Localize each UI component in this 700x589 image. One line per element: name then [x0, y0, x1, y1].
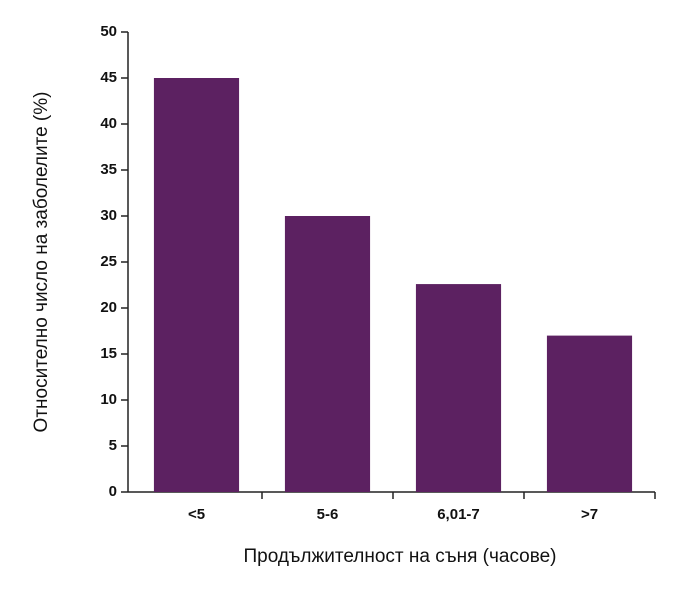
y-tick-label: 0: [109, 483, 117, 500]
y-tick-label: 15: [100, 345, 117, 362]
y-tick-label: 25: [100, 253, 117, 270]
x-tick-label: >7: [581, 506, 598, 523]
y-tick-label: 35: [100, 161, 117, 178]
x-axis-title: Продължителност на съня (часове): [244, 546, 557, 567]
bar: [415, 284, 502, 492]
y-tick-label: 20: [100, 299, 117, 316]
y-axis-title: Относително число на заболелите (%): [31, 92, 52, 433]
x-tick-label: 6,01-7: [437, 506, 480, 523]
y-tick-label: 45: [100, 69, 117, 86]
x-tick-label: 5-6: [317, 506, 339, 523]
y-tick-label: 30: [100, 207, 117, 224]
bar: [546, 335, 633, 492]
bar: [284, 216, 371, 492]
y-tick-label: 5: [109, 437, 117, 454]
y-tick-label: 50: [100, 23, 117, 40]
bar: [153, 78, 240, 492]
y-tick-label: 10: [100, 391, 117, 408]
x-tick-label: <5: [188, 506, 205, 523]
y-tick-label: 40: [100, 115, 117, 132]
